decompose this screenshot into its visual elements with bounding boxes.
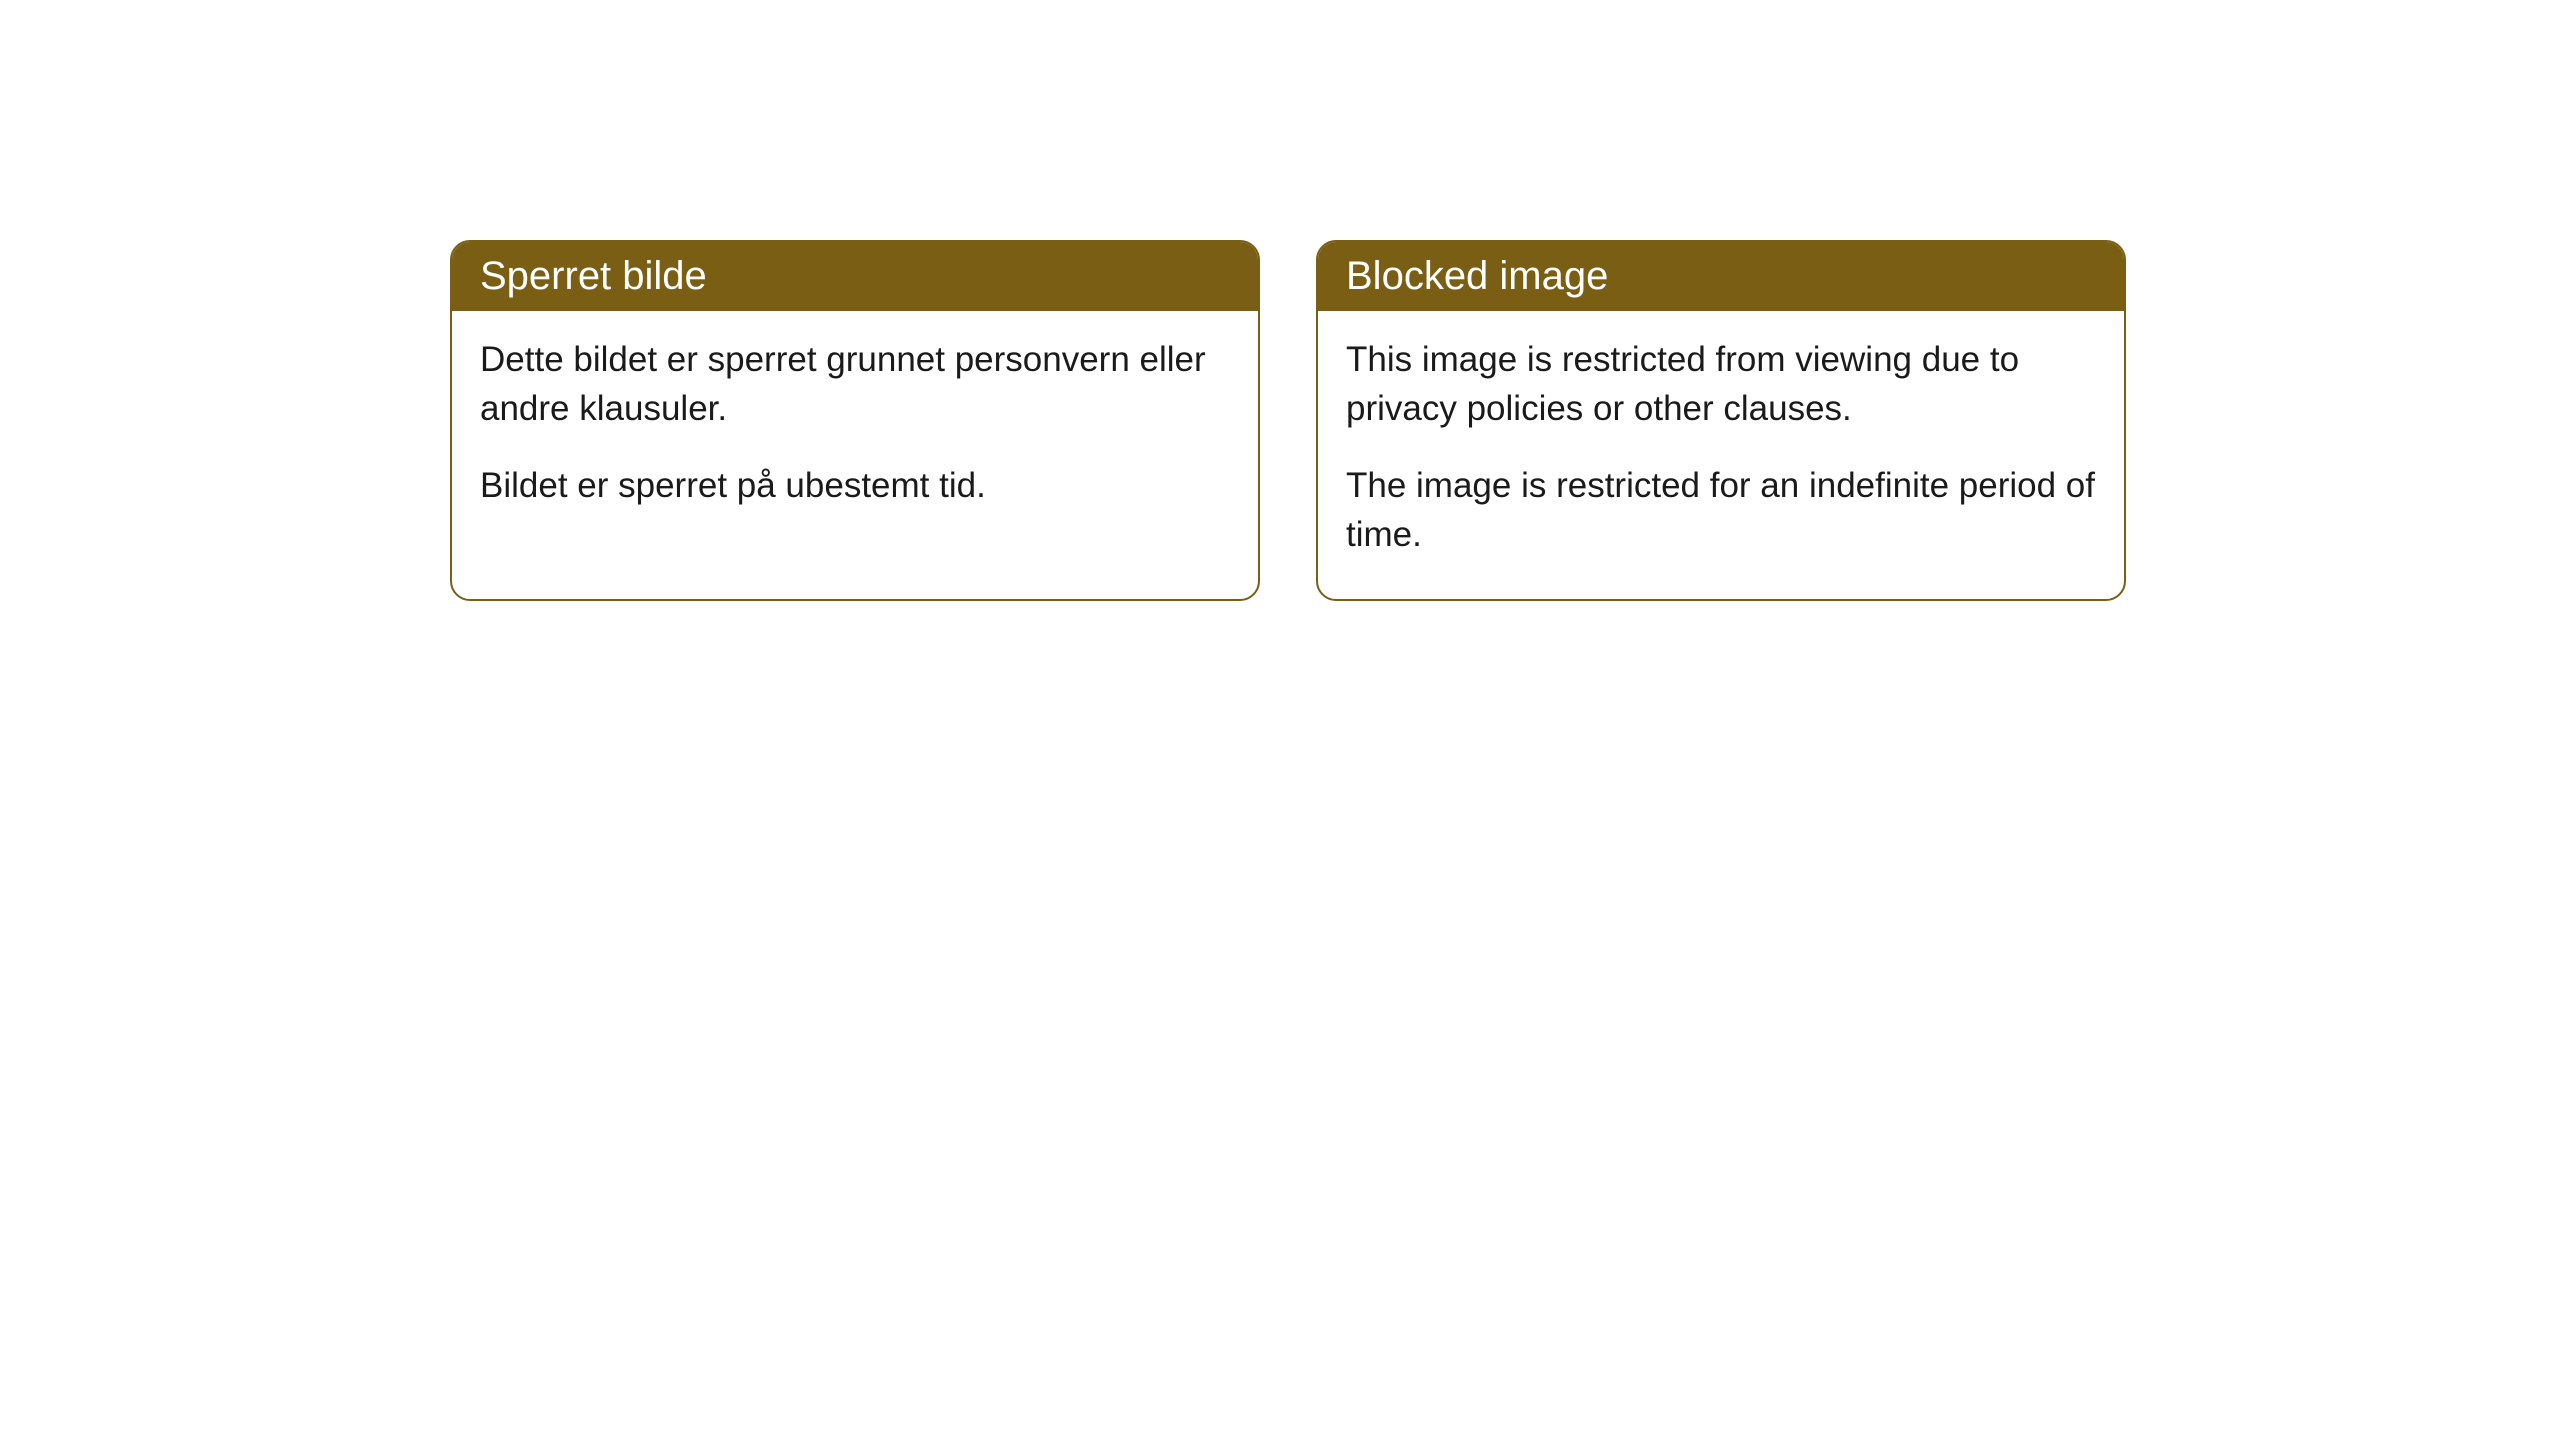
- card-text-norwegian-2: Bildet er sperret på ubestemt tid.: [480, 461, 1230, 510]
- card-header-norwegian: Sperret bilde: [452, 242, 1258, 311]
- card-title-english: Blocked image: [1346, 254, 1608, 298]
- card-title-norwegian: Sperret bilde: [480, 254, 707, 298]
- card-text-english-2: The image is restricted for an indefinit…: [1346, 461, 2096, 559]
- blocked-image-card-english: Blocked image This image is restricted f…: [1316, 240, 2126, 601]
- card-body-english: This image is restricted from viewing du…: [1318, 311, 2124, 599]
- blocked-image-cards: Sperret bilde Dette bildet er sperret gr…: [450, 240, 2560, 601]
- blocked-image-card-norwegian: Sperret bilde Dette bildet er sperret gr…: [450, 240, 1260, 601]
- card-body-norwegian: Dette bildet er sperret grunnet personve…: [452, 311, 1258, 550]
- card-header-english: Blocked image: [1318, 242, 2124, 311]
- card-text-norwegian-1: Dette bildet er sperret grunnet personve…: [480, 335, 1230, 433]
- card-text-english-1: This image is restricted from viewing du…: [1346, 335, 2096, 433]
